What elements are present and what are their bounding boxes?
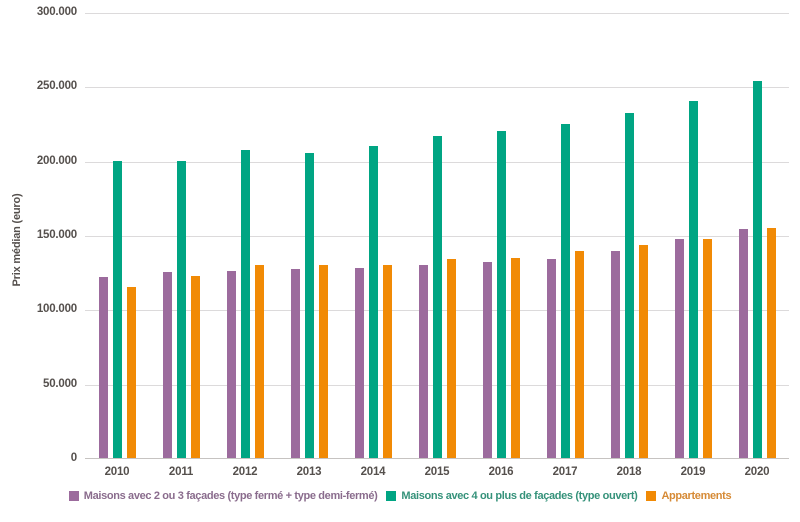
gridline — [85, 87, 789, 89]
bar — [290, 269, 300, 458]
bar — [638, 245, 648, 458]
x-tick-label: 2015 — [424, 466, 450, 478]
x-tick-label: 2014 — [360, 466, 386, 478]
bar — [560, 124, 570, 458]
legend-label: Maisons avec 2 ou 3 façades (type fermé … — [83, 490, 378, 502]
bar — [240, 150, 250, 458]
bar — [382, 265, 392, 458]
y-tick-label: 300.000 — [36, 6, 77, 18]
x-tick-label: 2012 — [232, 466, 258, 478]
bar — [766, 228, 776, 458]
bar — [738, 229, 748, 458]
legend-label: Appartements — [661, 490, 732, 502]
bar — [446, 259, 456, 458]
x-tick-label: 2017 — [552, 466, 578, 478]
bar — [702, 239, 712, 458]
bar-group-2016 — [469, 13, 533, 458]
legend-item: Maisons avec 4 ou plus de façades (type … — [386, 490, 638, 502]
y-tick-label: 250.000 — [36, 80, 77, 93]
bar — [624, 113, 634, 458]
x-tick-label: 2019 — [680, 466, 706, 478]
bar — [190, 276, 200, 458]
x-tick-label: 2010 — [104, 466, 130, 478]
legend-swatch-icon — [386, 491, 397, 501]
x-tick-label: 2018 — [616, 466, 642, 478]
bar-group-2018 — [597, 13, 661, 458]
legend-swatch-icon — [646, 491, 657, 501]
bar-group-2012 — [213, 13, 277, 458]
bar — [574, 251, 584, 458]
bar — [688, 101, 698, 458]
bar — [546, 259, 556, 458]
bar-group-2019 — [661, 13, 725, 458]
x-axis-line — [85, 458, 789, 459]
x-tick-label: 2016 — [488, 466, 514, 478]
bar — [674, 239, 684, 458]
bar — [304, 153, 314, 458]
bar — [418, 265, 428, 458]
bar — [226, 271, 236, 458]
gridline — [85, 13, 789, 14]
plot-area — [85, 13, 789, 459]
legend-swatch-icon — [68, 491, 79, 501]
bar-group-2013 — [277, 13, 341, 458]
bar — [752, 81, 762, 458]
x-tick-label: 2020 — [744, 466, 770, 478]
bar-groups — [85, 13, 789, 458]
bar — [354, 268, 364, 458]
y-tick-label: 50.000 — [43, 377, 77, 390]
legend-item: Appartements — [646, 490, 732, 502]
x-tick-label: 2011 — [168, 466, 194, 478]
bar-group-2014 — [341, 13, 405, 458]
y-tick-label: 100.000 — [36, 303, 77, 316]
y-tick-label: 200.000 — [36, 154, 77, 167]
bar — [162, 272, 172, 458]
x-axis-tick-labels: 2010 2011 2012 2013 2014 2015 2016 2017 2018 2019… — [85, 466, 789, 478]
y-tick-label: 150.000 — [36, 229, 77, 241]
bar — [176, 161, 186, 458]
bar — [254, 265, 264, 458]
bar — [318, 265, 328, 458]
legend-item: Maisons avec 2 ou 3 façades (type fermé … — [68, 490, 378, 502]
bar — [610, 251, 620, 458]
bar-group-2011 — [149, 13, 213, 458]
bar — [482, 262, 492, 458]
bar-group-2015 — [405, 13, 469, 458]
bar-group-2017 — [533, 13, 597, 458]
y-tick-label: 0 — [70, 452, 77, 464]
legend-label: Maisons avec 4 ou plus de façades (type … — [401, 490, 638, 502]
bar — [112, 161, 122, 458]
bar — [510, 258, 520, 458]
bar — [368, 146, 378, 458]
bar — [98, 277, 108, 458]
bar — [496, 131, 506, 458]
bar — [126, 287, 136, 458]
bar — [432, 136, 442, 458]
x-tick-label: 2013 — [296, 466, 322, 478]
bar-group-2010 — [85, 13, 149, 458]
bar-group-2020 — [725, 13, 789, 458]
legend: Maisons avec 2 ou 3 façades (type fermé … — [0, 490, 800, 502]
